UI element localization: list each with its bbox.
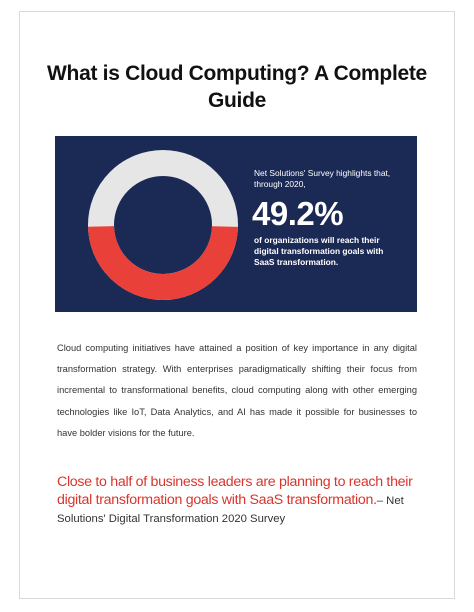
stat-value: 49.2% bbox=[252, 195, 344, 232]
survey-stat-banner: Net Solutions' Survey highlights that, t… bbox=[55, 136, 417, 312]
pull-quote: Close to half of business leaders are pl… bbox=[57, 473, 429, 527]
stat-caption: of organizations will reach their digita… bbox=[254, 235, 384, 267]
survey-intro-text: Net Solutions' Survey highlights that, t… bbox=[254, 168, 391, 189]
quote-source: – Net Solutions' Digital Transformation … bbox=[57, 495, 404, 525]
quote-text: Close to half of business leaders are pl… bbox=[57, 474, 413, 508]
donut-chart bbox=[88, 150, 238, 300]
body-paragraph: Cloud computing initiatives have attaine… bbox=[57, 343, 417, 438]
page-border bbox=[19, 11, 455, 599]
page-title: What is Cloud Computing? A Complete Guid… bbox=[47, 62, 427, 112]
